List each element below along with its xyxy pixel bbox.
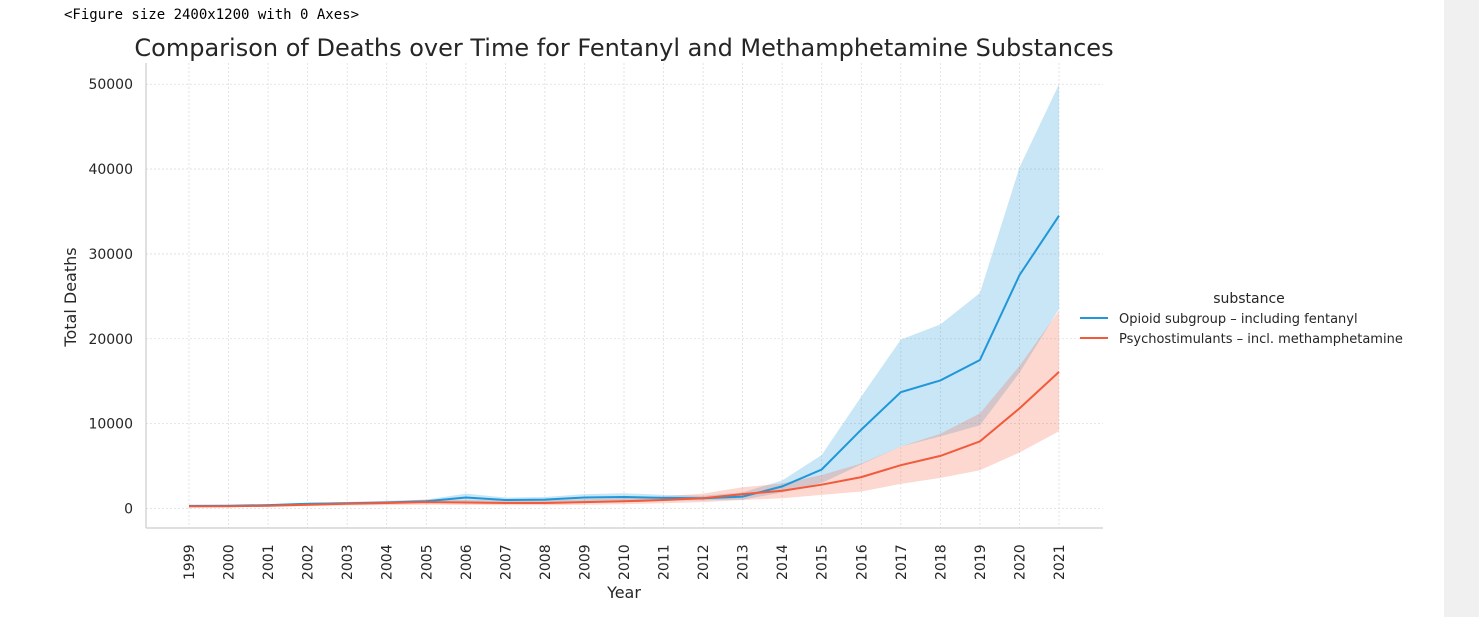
legend: substance Opioid subgroup – including fe…	[1080, 291, 1403, 347]
series-lines	[188, 215, 1060, 508]
x-tick-label: 2011	[657, 544, 673, 580]
x-tick-label: 2014	[775, 544, 791, 580]
y-tick-label: 0	[124, 501, 133, 517]
chart-title: Comparison of Deaths over Time for Fenta…	[134, 34, 1113, 62]
x-tick-label: 2018	[933, 544, 949, 580]
y-tick-label: 10000	[88, 417, 133, 433]
series-line-2	[188, 371, 1060, 508]
legend-label-2: Psychostimulants – incl. methamphetamine	[1119, 332, 1403, 347]
x-tick-label: 2008	[538, 544, 554, 580]
x-tick-label: 2001	[261, 544, 277, 580]
legend-label-1: Opioid subgroup – including fentanyl	[1119, 312, 1358, 327]
grid-lines	[146, 63, 1103, 528]
x-tick-label: 2005	[419, 544, 435, 580]
x-tick-label: 2012	[696, 544, 712, 580]
x-tick-label: 2021	[1052, 544, 1068, 580]
x-tick-label: 2017	[894, 544, 910, 580]
x-tick-label: 2013	[736, 544, 752, 580]
figure-repr-text: <Figure size 2400x1200 with 0 Axes>	[64, 7, 360, 23]
x-tick-label: 2000	[222, 544, 238, 580]
x-tick-label: 2007	[498, 544, 514, 580]
y-tick-label: 40000	[88, 162, 133, 178]
x-tick-label: 2006	[459, 544, 475, 580]
y-tick-label: 20000	[88, 332, 133, 348]
x-tick-label: 1999	[182, 544, 198, 580]
x-tick-label: 2004	[380, 544, 396, 580]
x-tick-label: 2009	[577, 544, 593, 580]
x-tick-label: 2010	[617, 544, 633, 580]
x-tick-label: 2020	[1012, 544, 1028, 580]
y-tick-label: 50000	[88, 77, 133, 93]
x-tick-label: 2019	[973, 544, 989, 580]
scrollbar-gutter[interactable]	[1444, 0, 1479, 617]
x-tick-label: 2015	[815, 544, 831, 580]
cell-output-area: <Figure size 2400x1200 with 0 Axes>	[64, 7, 360, 23]
legend-title: substance	[1213, 291, 1285, 307]
x-tick-label: 2003	[340, 544, 356, 580]
x-axis-label: Year	[606, 583, 641, 602]
x-tick-labels: 1999 2000 2001 2002 2003 2004 2005 2006 2007 2008…	[182, 544, 1068, 580]
y-tick-label: 30000	[88, 247, 133, 263]
axes-frame	[145, 63, 1103, 529]
y-tick-labels: 0 10000 20000 30000 40000 50000	[88, 77, 133, 517]
x-tick-label: 2002	[301, 544, 317, 580]
x-tick-label: 2016	[854, 544, 870, 580]
y-axis-label: Total Deaths	[61, 247, 80, 347]
chart-svg: Comparison of Deaths over Time for Fenta…	[61, 34, 1403, 602]
